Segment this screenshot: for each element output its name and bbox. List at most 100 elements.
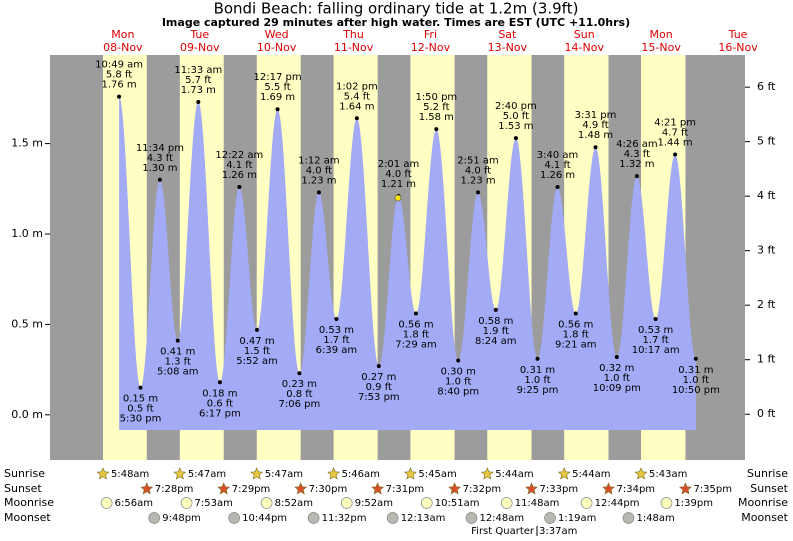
tide-label: 3:31 pm	[575, 110, 617, 121]
sunrise-time: 5:47am	[188, 469, 226, 480]
y2-tick-label: 5 ft	[757, 135, 776, 148]
tide-label: 9:21 am	[555, 340, 597, 351]
tide-label: 0.58 m	[478, 316, 513, 327]
moon-phase-time: 3:37am	[539, 526, 577, 537]
tide-point	[593, 145, 598, 150]
moonset-icon	[307, 512, 320, 524]
tide-point	[573, 311, 578, 316]
sunrise-icon	[634, 467, 648, 480]
tide-label: 8:24 am	[475, 336, 517, 347]
moonrise-icon	[420, 497, 433, 509]
tide-label: 7:53 pm	[358, 392, 400, 403]
sunset-time: 7:31pm	[386, 484, 425, 495]
sunset-time: 7:34pm	[616, 484, 655, 495]
moonset-icon	[228, 512, 240, 524]
sunset-icon	[525, 482, 538, 495]
day-name: Wed	[265, 28, 289, 41]
tide-label: 5.8 ft	[106, 70, 132, 81]
sunset-icon	[294, 482, 308, 495]
row-label-right: Moonset	[741, 511, 788, 524]
day-date: 09-Nov	[180, 41, 220, 54]
tide-label: 4.3 ft	[624, 149, 650, 160]
sunset-time: 7:30pm	[309, 484, 348, 495]
tide-label: 10:50 pm	[672, 385, 720, 396]
tide-point	[376, 363, 381, 368]
sunrise-time: 5:47am	[265, 469, 303, 480]
tide-label: 0.56 m	[558, 320, 593, 331]
tide-label: 12:17 pm	[254, 72, 302, 83]
sunrise-icon	[327, 467, 341, 480]
tide-label: 10:09 pm	[593, 383, 641, 394]
tide-point	[555, 184, 560, 189]
tide-label: 4:26 am	[616, 139, 658, 150]
day-date: 14-Nov	[565, 41, 605, 54]
tide-label: 1.0 ft	[445, 377, 471, 388]
day-name: Tue	[728, 28, 748, 41]
tide-label: 0.53 m	[319, 325, 354, 336]
tide-point	[157, 177, 162, 182]
moonrise-time: 8:52am	[275, 498, 313, 509]
moonset-time: 1:48am	[636, 513, 674, 524]
moonset-time: 12:13am	[401, 513, 446, 524]
tide-label: 0.53 m	[638, 325, 673, 336]
tide-label: 1.53 m	[498, 121, 533, 132]
tide-label: 11:33 am	[174, 65, 222, 76]
tide-label: 1:50 pm	[415, 92, 457, 103]
tide-point	[254, 327, 259, 332]
tide-label: 2:01 am	[378, 159, 420, 170]
tide-label: 7:06 pm	[279, 399, 321, 410]
tide-label: 0.18 m	[202, 388, 237, 399]
moonset-time: 11:32pm	[322, 513, 367, 524]
day-date: 11-Nov	[334, 41, 374, 54]
tide-point	[535, 356, 540, 361]
tide-point	[693, 356, 698, 361]
sunrise-icon	[480, 467, 494, 480]
tide-label: 1.7 ft	[323, 335, 349, 346]
tide-label: 4.0 ft	[385, 169, 411, 180]
day-name: Mon	[650, 28, 673, 41]
tide-label: 0.9 ft	[366, 382, 392, 393]
moonset-icon	[622, 512, 635, 524]
moonrise-icon	[180, 497, 193, 509]
tide-label: 3:40 am	[537, 150, 579, 161]
tide-point	[237, 184, 242, 189]
tide-label: 1.23 m	[460, 175, 495, 186]
tide-label: 1:02 pm	[336, 81, 378, 92]
moonset-time: 12:48am	[479, 513, 524, 524]
tide-point	[196, 100, 201, 105]
tide-label: 5.0 ft	[503, 111, 529, 122]
day-name: Tue	[189, 28, 209, 41]
sunrise-icon	[96, 467, 110, 480]
tide-label: 1.8 ft	[403, 330, 429, 341]
moonset-icon	[465, 512, 478, 524]
tide-label: 1.3 ft	[165, 357, 191, 368]
tide-label: 1.0 ft	[683, 375, 709, 386]
tide-label: 4.3 ft	[147, 153, 173, 164]
tide-point	[297, 371, 302, 376]
moonrise-time: 12:44pm	[595, 498, 640, 509]
tide-label: 5:08 am	[157, 367, 199, 378]
sunset-icon	[448, 482, 462, 495]
tide-label: 10:49 am	[95, 60, 143, 71]
moonrise-icon	[660, 497, 673, 509]
y-tick-label: 0.0 m	[11, 408, 43, 421]
y2-tick-label: 4 ft	[757, 189, 776, 202]
moonrise-icon	[500, 497, 513, 509]
row-label-left: Sunset	[4, 482, 42, 495]
day-name: Mon	[111, 28, 134, 41]
sunset-time: 7:32pm	[463, 484, 502, 495]
tide-label: 0.27 m	[361, 372, 396, 383]
tide-label: 1.23 m	[301, 175, 336, 186]
tide-label: 0.31 m	[678, 365, 713, 376]
sunrise-time: 5:45am	[418, 469, 456, 480]
tide-label: 5.7 ft	[185, 75, 211, 86]
tide-label: 1.44 m	[657, 137, 692, 148]
sunrise-icon	[173, 467, 187, 480]
sunrise-time: 5:48am	[111, 469, 149, 480]
tide-label: 1.26 m	[222, 170, 257, 181]
sunrise-time: 5:46am	[342, 469, 380, 480]
tide-label: 4.0 ft	[306, 165, 332, 176]
tide-label: 0.47 m	[239, 336, 274, 347]
y-tick-label: 1.5 m	[11, 137, 43, 150]
moonrise-time: 11:48am	[515, 498, 560, 509]
